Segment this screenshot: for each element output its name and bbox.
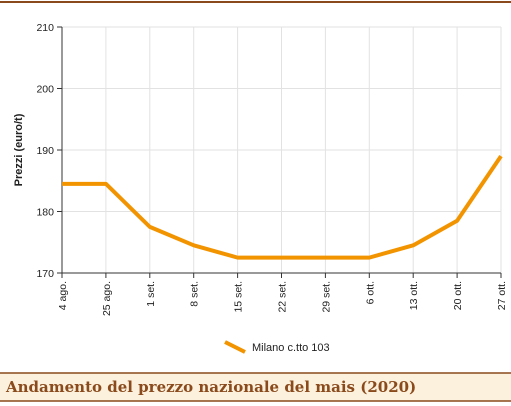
y-axis-label: Prezzi (euro/t) bbox=[13, 113, 25, 186]
legend-label: Milano c.tto 103 bbox=[252, 342, 330, 354]
line-series bbox=[62, 155, 503, 260]
x-tick-label: 25 ago. bbox=[101, 281, 113, 316]
x-tick-label: 4 ago. bbox=[57, 281, 69, 310]
x-tick-label: 1 set. bbox=[145, 281, 157, 307]
x-tick-label: 22 set. bbox=[277, 281, 289, 313]
x-tick-label: 15 set. bbox=[233, 281, 245, 313]
x-tick-label: 8 set. bbox=[189, 281, 201, 307]
y-tick-label: 200 bbox=[36, 84, 54, 96]
x-tick-label: 13 ott. bbox=[408, 281, 420, 310]
legend-swatch bbox=[224, 340, 246, 354]
chart-title: Andamento del prezzo nazionale del mais … bbox=[5, 378, 416, 396]
y-tick-label: 180 bbox=[36, 207, 54, 219]
caption-band bbox=[0, 373, 511, 401]
x-tick-label: 29 set. bbox=[320, 281, 332, 313]
x-tick-label: 6 ott. bbox=[364, 281, 376, 304]
x-tick-label: 20 ott. bbox=[452, 281, 464, 310]
y-tick-label: 210 bbox=[36, 22, 54, 34]
y-tick-label: 190 bbox=[36, 145, 54, 157]
x-tick-label: 27 ott. bbox=[496, 281, 508, 310]
y-tick-label: 170 bbox=[36, 268, 54, 280]
